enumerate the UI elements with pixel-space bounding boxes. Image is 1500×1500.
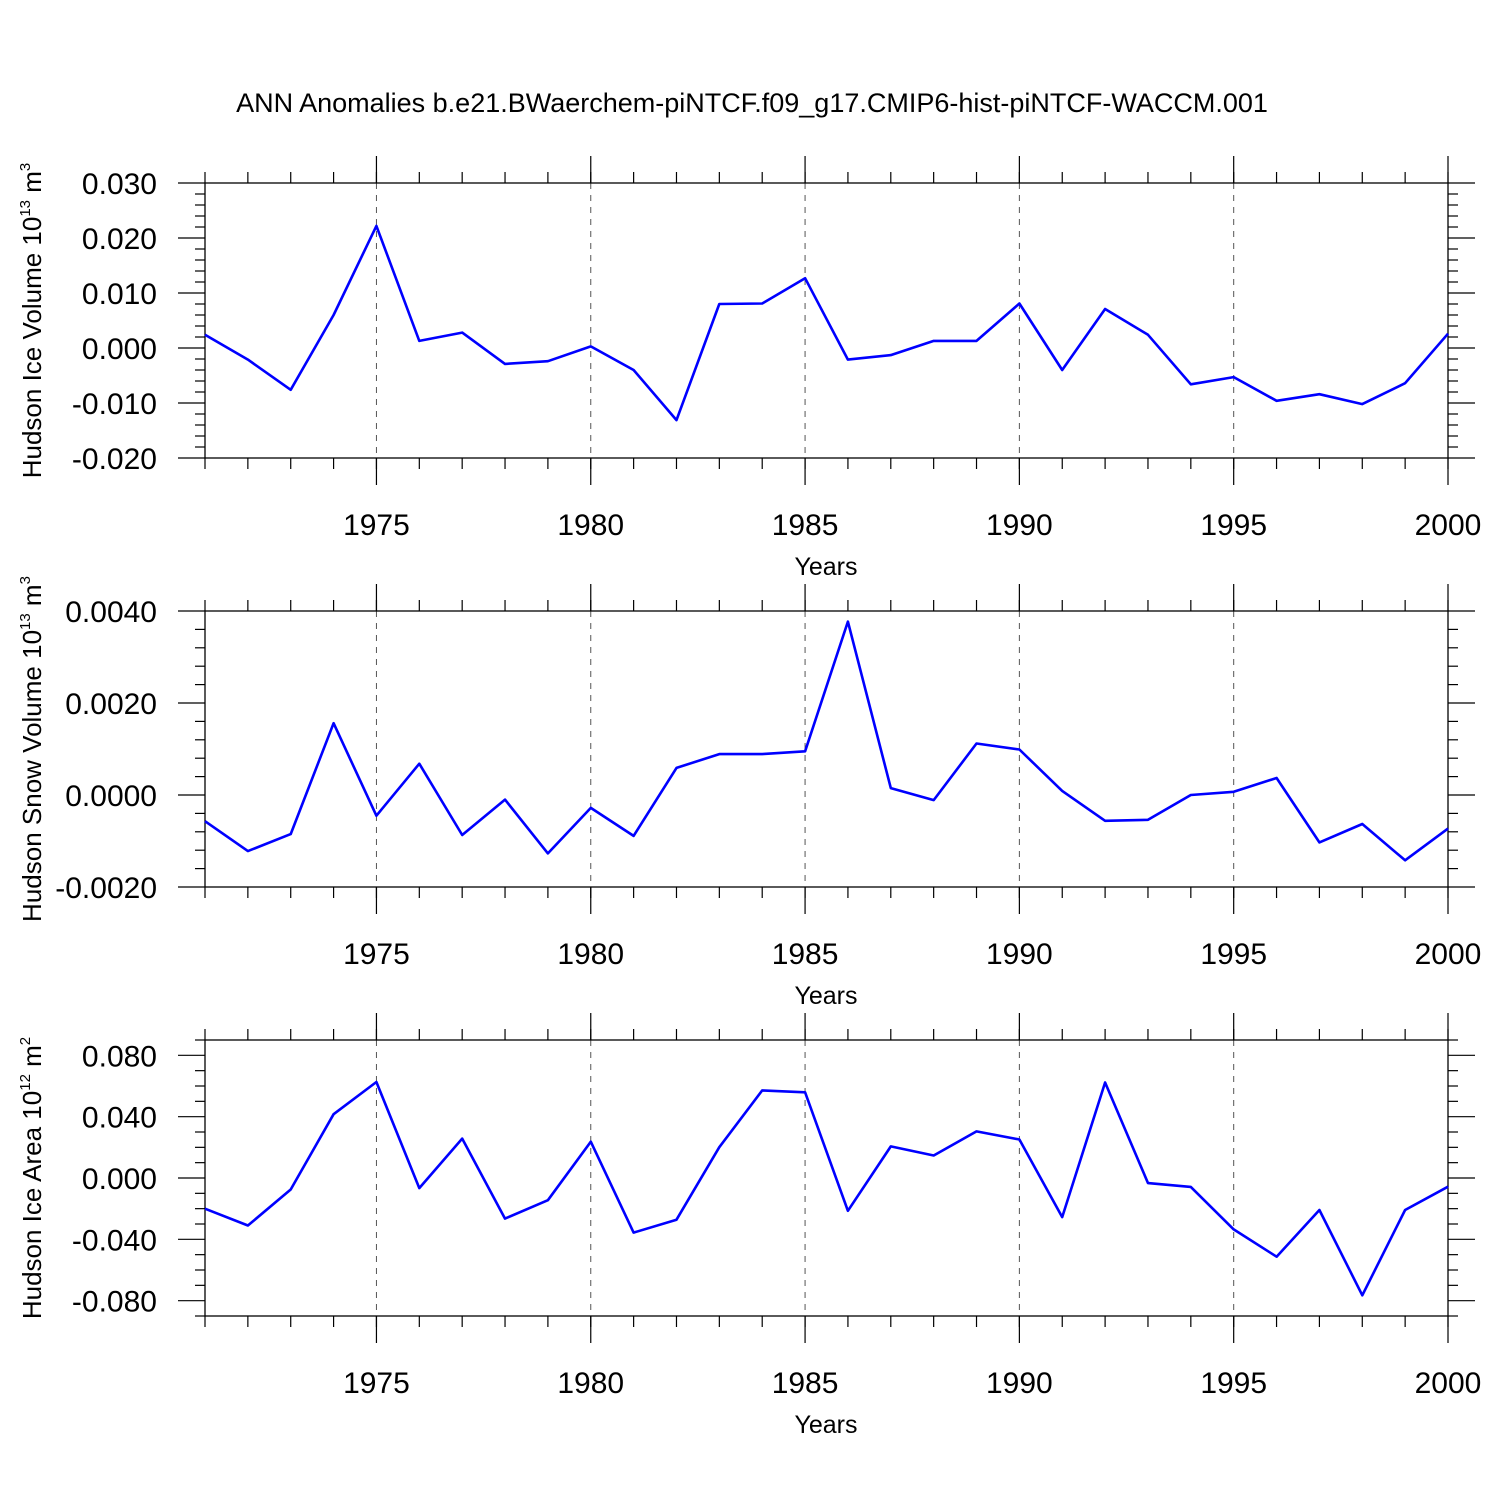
y-axis-label: Hudson Snow Volume 1013 m3 [17,576,47,922]
x-tick-label: 1975 [343,1367,410,1400]
plot-frame [204,610,1449,888]
y-axis-label-text: Hudson Ice Volume 10 [17,217,47,479]
panels: -0.020 -0.010 0.000 0.010 0.020 0.030 1975 1980… [17,156,1481,1439]
x-axis-label: Years [794,553,857,581]
y-tick-label: 0.000 [82,1163,157,1196]
x-tick-label: 1995 [1200,509,1267,542]
series-line [204,224,1449,422]
x-tick-label: 1990 [986,938,1053,971]
y-tick-label: 0.0020 [65,688,157,721]
y-axis-label-text: Hudson Ice Area 10 [17,1091,47,1319]
y-axis-label-unit: m [17,1045,47,1074]
y-tick-label: 0.080 [82,1040,157,1073]
y-tick-label: 0.040 [82,1102,157,1135]
y-tick-label: 0.0040 [65,596,157,629]
y-tick-label: 0.010 [82,278,157,311]
x-tick-label: 1980 [557,509,624,542]
y-axis-label: Hudson Ice Area 1012 m2 [17,1037,47,1319]
panel-1: -0.020 -0.010 0.000 0.010 0.020 0.030 1975 1980… [17,156,1481,581]
panel-3: -0.080 -0.040 0.000 0.040 0.080 1975 1980 1985 1… [17,1013,1481,1439]
y-axis-label-exponent: 13 [17,200,34,217]
y-tick-label: -0.010 [72,388,157,421]
y-axis-label-unit-exponent: 2 [17,1037,34,1045]
y-tick-label: 0.000 [82,333,157,366]
x-tick-label: 1985 [772,1367,839,1400]
x-tick-label: 1990 [986,509,1053,542]
plot-frame [204,1039,1449,1317]
x-tick-label: 1995 [1200,938,1267,971]
x-axis-label: Years [794,982,857,1010]
chart-title: ANN Anomalies b.e21.BWaerchem-piNTCF.f09… [236,88,1268,118]
x-tick-label: 1980 [557,938,624,971]
plot-frame [204,182,1449,459]
y-tick-label: -0.080 [72,1286,157,1319]
series-line [204,1080,1449,1297]
y-axis-label-text: Hudson Snow Volume 10 [17,630,47,922]
y-axis-label-unit-exponent: 3 [17,163,34,171]
x-tick-label: 2000 [1415,938,1482,971]
x-tick-label: 1985 [772,938,839,971]
y-axis-label: Hudson Ice Volume 1013 m3 [17,163,47,479]
series-line [204,620,1449,862]
x-tick-label: 2000 [1415,1367,1482,1400]
y-axis-label-exponent: 12 [17,1074,34,1091]
y-tick-label: 0.0000 [65,780,157,813]
x-axis-label: Years [794,1411,857,1439]
y-tick-label: 0.030 [82,168,157,201]
y-tick-label: -0.020 [72,443,157,476]
x-tick-label: 1980 [557,1367,624,1400]
y-tick-label: -0.0020 [55,872,157,905]
x-tick-label: 1995 [1200,1367,1267,1400]
y-tick-label: -0.040 [72,1224,157,1257]
y-tick-label: 0.020 [82,223,157,256]
y-axis-label-unit: m [17,584,47,613]
panel-2: -0.0020 0.0000 0.0020 0.0040 1975 1980 1985 199… [17,576,1481,1010]
x-tick-label: 1975 [343,938,410,971]
x-tick-label: 2000 [1415,509,1482,542]
y-axis-label-exponent: 13 [17,613,34,630]
y-axis-label-unit-exponent: 3 [17,576,34,584]
x-tick-label: 1985 [772,509,839,542]
x-tick-label: 1990 [986,1367,1053,1400]
x-tick-label: 1975 [343,509,410,542]
y-axis-label-unit: m [17,171,47,200]
